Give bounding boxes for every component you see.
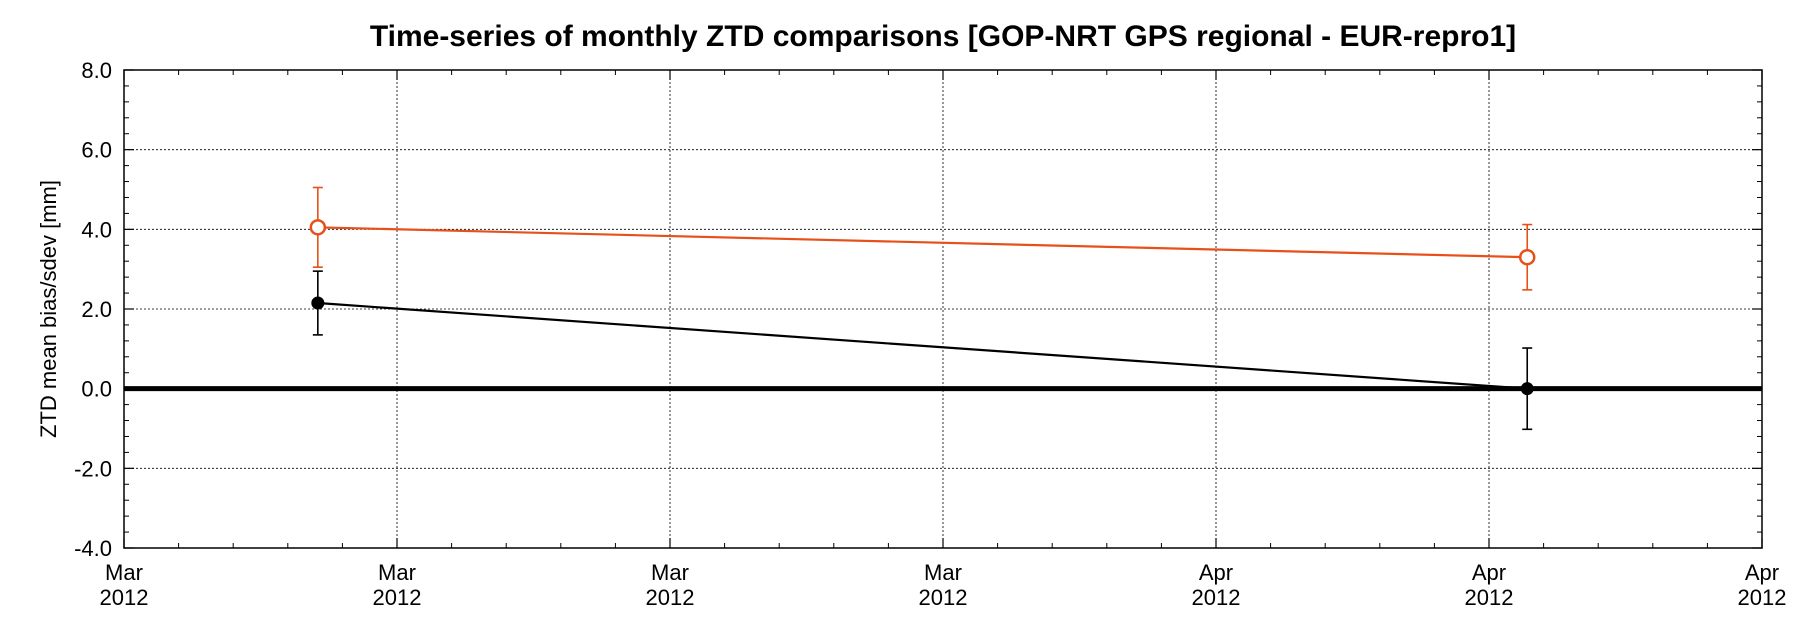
x-tick-year: 2012 [373, 585, 422, 610]
y-tick-label: -4.0 [74, 536, 112, 561]
y-axis-label: ZTD mean bias/sdev [mm] [36, 180, 61, 438]
x-tick-year: 2012 [1738, 585, 1787, 610]
y-tick-label: 4.0 [81, 217, 112, 242]
data-point [1518, 248, 1536, 266]
data-point [311, 296, 325, 310]
x-tick-year: 2012 [1465, 585, 1514, 610]
x-tick-year: 2012 [646, 585, 695, 610]
series-line [317, 301, 1528, 390]
y-tick-label: -2.0 [74, 456, 112, 481]
axis-ticks [123, 69, 1763, 549]
series-0 [309, 186, 1536, 291]
x-tick-year: 2012 [1192, 585, 1241, 610]
x-tick-month: Apr [1745, 560, 1779, 585]
x-tick-month: Mar [651, 560, 689, 585]
series-1 [311, 270, 1534, 431]
series-line [317, 226, 1528, 259]
data-point [1520, 382, 1534, 396]
x-tick-month: Mar [105, 560, 143, 585]
y-tick-label: 0.0 [81, 377, 112, 402]
x-tick-labels: Mar2012Mar2012Mar2012Mar2012Apr2012Apr20… [100, 560, 1787, 610]
y-tick-label: 6.0 [81, 138, 112, 163]
data-point [309, 219, 327, 236]
x-tick-month: Mar [378, 560, 416, 585]
y-tick-label: 8.0 [81, 58, 112, 83]
y-tick-label: 2.0 [81, 297, 112, 322]
series-layer [309, 186, 1536, 431]
x-tick-year: 2012 [100, 585, 149, 610]
x-tick-month: Apr [1199, 560, 1233, 585]
y-tick-labels: -4.0 -2.0 0.0 2.0 4.0 6.0 8.0 [74, 58, 112, 561]
x-tick-year: 2012 [919, 585, 968, 610]
x-tick-month: Mar [924, 560, 962, 585]
chart-title: Time-series of monthly ZTD comparisons [… [370, 20, 1516, 53]
x-tick-month: Apr [1472, 560, 1506, 585]
grid-lines [124, 70, 1762, 548]
